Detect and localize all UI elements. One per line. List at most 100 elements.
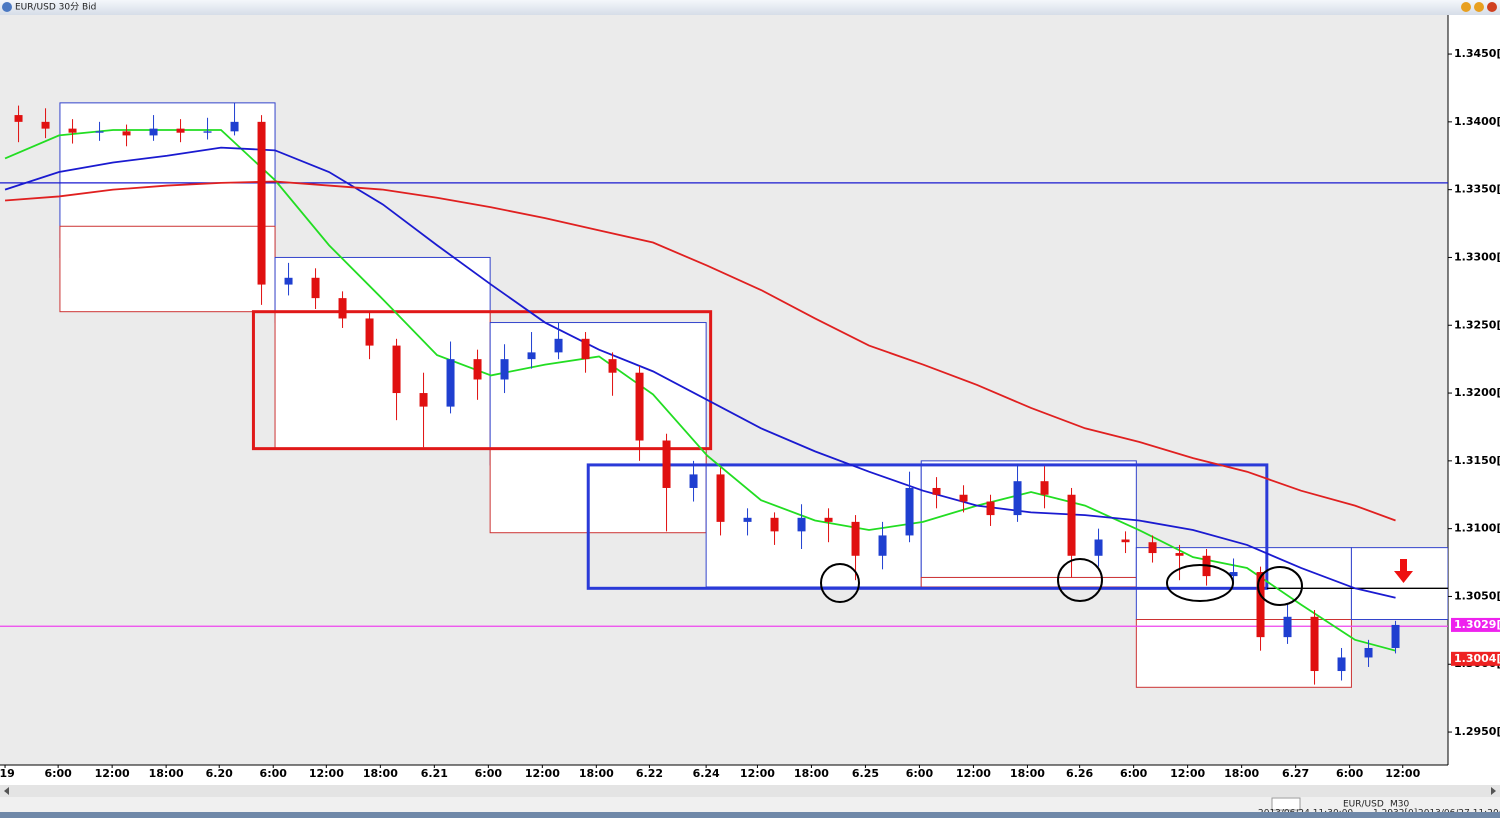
moving-average: [4, 129, 1396, 652]
candle-body: [1067, 494, 1076, 556]
circle-annotation: [820, 563, 860, 603]
x-tick-label: 6.22: [636, 767, 663, 780]
circle-annotation: [1257, 566, 1303, 606]
range-box: [489, 322, 707, 466]
candle-body: [1256, 572, 1265, 638]
candle-body: [959, 494, 968, 502]
candle-body: [14, 115, 23, 122]
range-box: [1135, 547, 1352, 621]
candle-body: [257, 121, 266, 285]
x-tick-label: 12:00: [956, 767, 991, 780]
maximize-button[interactable]: [1474, 2, 1484, 12]
app-icon: [2, 2, 12, 12]
symbol-selector[interactable]: EUR/USD: [1343, 800, 1384, 810]
x-tick-label: 6.20: [206, 767, 233, 780]
candle-body: [311, 277, 320, 299]
candle-body: [473, 359, 482, 380]
candle-body: [1310, 616, 1319, 672]
candle-body: [122, 131, 131, 136]
nav-buttons[interactable]: [1271, 797, 1301, 811]
x-tick-label: 18:00: [363, 767, 398, 780]
x-tick-label: 6.21: [421, 767, 448, 780]
candle-body: [932, 487, 941, 495]
candle-body: [203, 131, 212, 133]
scrollbar[interactable]: [0, 785, 1500, 797]
candle-body: [635, 372, 644, 441]
y-tick-label: 1.3300[0: [1454, 250, 1500, 263]
y-tick-label: 1.3250[0: [1454, 318, 1500, 331]
status-bar: [0, 797, 1500, 812]
x-tick-label: 18:00: [579, 767, 614, 780]
scroll-left[interactable]: [4, 787, 9, 795]
scroll-right[interactable]: [1491, 787, 1496, 795]
candle-body: [1229, 572, 1238, 577]
x-tick-label: 6.27: [1282, 767, 1309, 780]
candle-body: [851, 521, 860, 556]
highlight-box: [251, 310, 713, 451]
candle-body: [662, 440, 671, 488]
range-box: [920, 460, 1137, 578]
candle-body: [770, 517, 779, 532]
price-axis: [1448, 15, 1500, 765]
y-tick-label: 1.3450[0: [1454, 47, 1500, 60]
x-tick-label: 18:00: [149, 767, 184, 780]
x-tick-label: 6:00: [906, 767, 934, 780]
candle-body: [878, 535, 887, 556]
window-title: EUR/USD 30分 Bid: [15, 2, 96, 13]
minimize-button[interactable]: [1461, 2, 1471, 12]
candle-body: [392, 345, 401, 394]
candle-body: [1148, 542, 1157, 554]
candle-body: [1175, 553, 1184, 556]
candle-body: [581, 338, 590, 360]
x-tick-label: 6.24: [693, 767, 720, 780]
candle-body: [230, 121, 239, 132]
candle-body: [338, 298, 347, 319]
x-tick-label: 12:00: [740, 767, 775, 780]
candle-body: [554, 338, 563, 353]
candle-body: [743, 517, 752, 522]
x-tick-label: 6:00: [1120, 767, 1148, 780]
candle-body: [284, 277, 293, 285]
candle-body: [1094, 539, 1103, 556]
x-tick-label: 6:00: [475, 767, 503, 780]
moving-average: [4, 146, 1396, 599]
price-tag-label: 1.3029[6: [1454, 618, 1500, 631]
candle-body: [500, 359, 509, 380]
range-box: [1350, 547, 1448, 621]
range-box: [705, 464, 922, 588]
down-arrow: [1394, 559, 1413, 583]
candle-body: [1337, 657, 1346, 672]
circle-annotation: [1166, 564, 1234, 602]
candle-body: [797, 517, 806, 532]
circle-annotation: [1057, 558, 1103, 602]
range-box: [59, 225, 276, 313]
range-box: [274, 311, 491, 450]
candle-body: [905, 487, 914, 536]
candle-body: [41, 121, 50, 129]
candle-body: [68, 128, 77, 133]
close-button[interactable]: [1487, 2, 1497, 12]
taskbar: [0, 812, 1500, 818]
highlight-box: [586, 463, 1269, 590]
candle-body: [149, 128, 158, 136]
x-tick-label: 6.26: [1066, 767, 1093, 780]
timeframe-selector[interactable]: M30: [1390, 800, 1409, 810]
plot-marks: [0, 102, 1448, 688]
x-tick-label: .19: [0, 767, 15, 780]
x-tick-label: 6.25: [852, 767, 879, 780]
x-tick-label: 12:00: [1385, 767, 1420, 780]
candle-body: [986, 501, 995, 516]
y-tick-label: 1.3100[0: [1454, 522, 1500, 535]
price-tag: [1451, 617, 1500, 632]
y-tick-label: 1.3050[0: [1454, 589, 1500, 602]
x-tick-label: 18:00: [1010, 767, 1045, 780]
candle-body: [176, 128, 185, 133]
y-tick-label: 1.3200[0: [1454, 386, 1500, 399]
candle-body: [527, 352, 536, 360]
y-tick-label: 1.3350[0: [1454, 183, 1500, 196]
x-tick-label: 6:00: [1336, 767, 1364, 780]
candle-body: [1364, 647, 1373, 658]
candle-body: [1121, 539, 1130, 543]
title-bar: [0, 0, 1500, 15]
